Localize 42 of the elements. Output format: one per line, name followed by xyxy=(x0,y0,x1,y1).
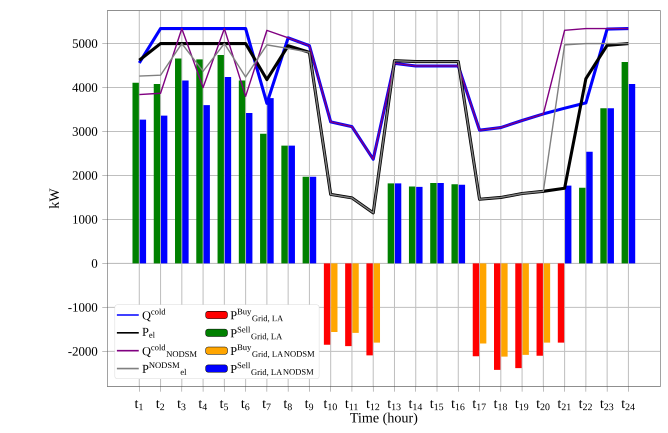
x-tick-label: t$_{19}$ xyxy=(515,400,528,410)
x-tick-label: t$_{5}$ xyxy=(220,400,228,410)
y-tick-label: -2000 xyxy=(68,347,98,356)
y-tick-label: 4000 xyxy=(72,83,98,92)
legend-label: P$_{el}$ xyxy=(142,328,155,338)
x-tick-label: t$_{10}$ xyxy=(324,400,337,410)
legend-label: P$^{Buy}$Grid, LA xyxy=(230,308,284,323)
x-tick-label: t$_{1}$ xyxy=(134,400,143,410)
legend-label: P$^{Sell}$Grid, LA xyxy=(230,326,282,341)
x-tick-label: t$_{9}$ xyxy=(304,400,314,410)
x-axis-title: Time (hour) xyxy=(350,412,418,426)
legend-label: Q$^{cold}$NODSM xyxy=(142,344,197,358)
x-tick-label: t$_{21}$ xyxy=(558,400,571,410)
legend-label: P$^{Sell}$Grid, LANODSM xyxy=(230,362,314,376)
x-tick-label: t$_{3}$ xyxy=(177,400,186,410)
y-tick-label: 5000 xyxy=(72,39,98,48)
x-tick-label: t$_{12}$ xyxy=(366,400,380,410)
y-axis-title: kW xyxy=(49,188,60,209)
x-tick-label: t$_{23}$ xyxy=(600,400,614,410)
x-tick-label: t$_{2}$ xyxy=(156,400,164,410)
x-tick-label: t$_{11}$ xyxy=(345,400,358,410)
x-tick-label: t$_{20}$ xyxy=(536,400,550,410)
legend-label: Q$^{cold}$ xyxy=(142,308,166,322)
legend-label: P$^{NODSM}$el xyxy=(142,362,186,376)
x-tick-label: t$_{18}$ xyxy=(494,400,508,410)
y-tick-label: 2000 xyxy=(72,171,98,180)
x-tick-label: t$_{7}$ xyxy=(262,400,271,410)
y-tick-label: 3000 xyxy=(72,127,98,136)
x-tick-label: t$_{4}$ xyxy=(198,400,208,410)
y-tick-label: 0 xyxy=(92,259,98,268)
x-tick-label: t$_{24}$ xyxy=(621,400,635,410)
x-tick-label: t$_{13}$ xyxy=(387,400,401,410)
x-tick-label: t$_{17}$ xyxy=(472,400,486,410)
y-tick-label: -1000 xyxy=(68,303,98,312)
x-tick-label: t$_{16}$ xyxy=(451,400,465,410)
legend-label: P$^{Buy}$Grid, LANODSM xyxy=(230,344,314,358)
y-tick-label: 1000 xyxy=(73,215,98,224)
x-tick-label: t$_{22}$ xyxy=(578,400,592,410)
x-tick-label: t$_{6}$ xyxy=(241,400,250,410)
x-tick-label: t$_{14}$ xyxy=(408,400,422,410)
x-tick-label: t$_{8}$ xyxy=(284,400,292,410)
x-tick-label: t$_{15}$ xyxy=(430,400,444,410)
